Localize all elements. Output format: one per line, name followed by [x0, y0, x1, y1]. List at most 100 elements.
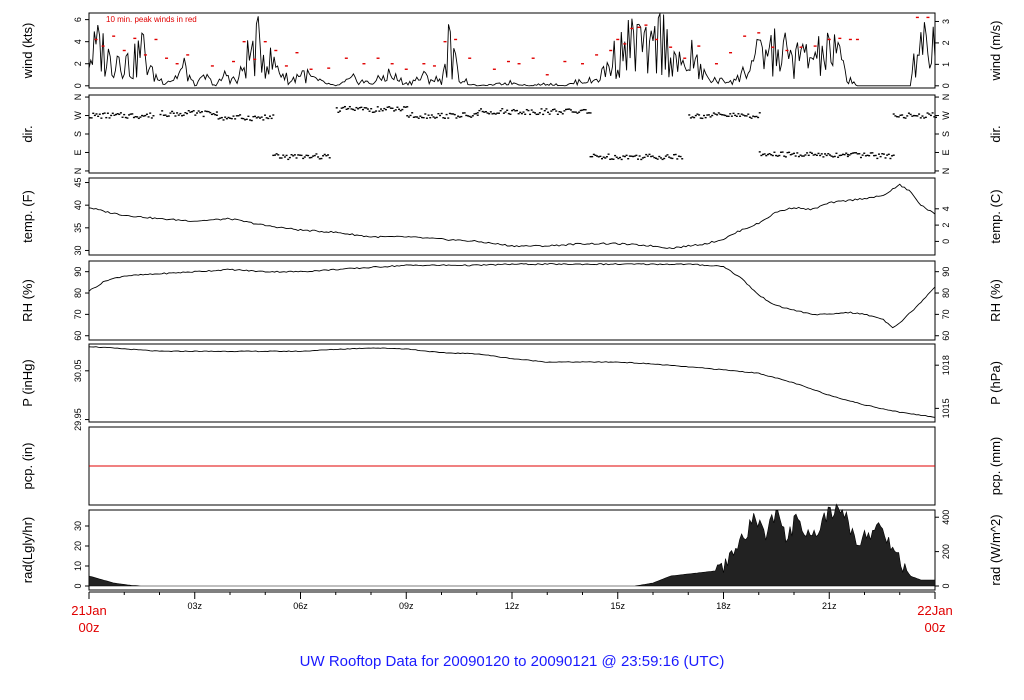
direction-point	[448, 112, 451, 115]
direction-point	[215, 111, 218, 113]
direction-point	[871, 152, 874, 154]
direction-point	[802, 155, 805, 157]
direction-point	[757, 116, 760, 119]
direction-point	[507, 112, 510, 115]
direction-point	[453, 113, 456, 116]
direction-point	[327, 154, 330, 156]
direction-segment	[476, 108, 592, 116]
left-tick-label: N	[73, 168, 83, 175]
right-tick-label: 3	[941, 19, 951, 24]
direction-point	[305, 154, 308, 157]
direction-point	[189, 111, 192, 113]
direction-point	[773, 151, 776, 153]
direction-point	[262, 119, 265, 121]
direction-point	[230, 117, 233, 120]
direction-point	[693, 116, 696, 119]
panel-frame	[88, 177, 936, 256]
direction-point	[227, 116, 230, 119]
direction-point	[141, 114, 144, 117]
direction-point	[924, 116, 927, 119]
direction-point	[796, 152, 799, 154]
direction-point	[524, 113, 527, 115]
direction-point	[161, 110, 164, 112]
panel-radiation: 0 10 20 30 0 200 400 rad(Lgly/hr) rad (W/m^2)	[20, 503, 1003, 591]
direction-point	[569, 109, 572, 111]
direction-point	[848, 154, 851, 156]
direction-point	[824, 153, 827, 155]
direction-point	[244, 119, 247, 121]
direction-point	[841, 153, 844, 156]
direction-point	[473, 113, 476, 115]
direction-point	[95, 113, 98, 115]
direction-point	[169, 112, 172, 114]
direction-point	[740, 113, 743, 115]
direction-point	[891, 155, 894, 157]
direction-point	[786, 151, 789, 154]
direction-point	[342, 106, 345, 109]
direction-point	[350, 108, 353, 110]
direction-point	[515, 109, 518, 112]
left-tick-label: 20	[73, 541, 83, 551]
direction-point	[729, 113, 732, 115]
direction-point	[703, 114, 706, 117]
direction-point	[868, 155, 871, 157]
direction-point	[850, 153, 853, 155]
direction-point	[128, 114, 131, 116]
direction-point	[594, 154, 597, 157]
direction-point	[622, 155, 625, 157]
direction-point	[457, 115, 460, 117]
direction-point	[486, 112, 489, 114]
direction-point	[247, 115, 250, 118]
direction-point	[825, 154, 828, 157]
direction-point	[119, 112, 122, 114]
x-tick-label: 15z	[610, 601, 625, 611]
direction-point	[222, 119, 225, 121]
direction-point	[688, 114, 691, 116]
direction-point	[195, 112, 198, 114]
direction-point	[579, 109, 582, 112]
direction-point	[93, 114, 96, 117]
direction-point	[386, 106, 389, 108]
direction-point	[771, 154, 774, 157]
direction-point	[383, 107, 386, 110]
direction-point	[576, 112, 579, 114]
direction-point	[550, 110, 553, 112]
direction-point	[502, 112, 505, 114]
right-tick-label: 200	[941, 544, 951, 559]
direction-point	[489, 111, 492, 113]
direction-point	[250, 119, 253, 122]
direction-point	[669, 157, 672, 159]
direction-segment	[335, 105, 409, 114]
direction-point	[167, 115, 170, 117]
direction-point	[584, 109, 587, 111]
direction-point	[229, 117, 232, 119]
direction-point	[563, 110, 566, 112]
chart-title: UW Rooftop Data for 20090120 to 20090121…	[300, 653, 725, 670]
direction-point	[412, 116, 415, 118]
left-tick-label: 90	[73, 267, 83, 277]
direction-point	[566, 108, 569, 110]
direction-point	[673, 154, 676, 156]
direction-point	[162, 114, 165, 116]
left-tick-label: 10	[73, 561, 83, 571]
direction-point	[293, 154, 296, 156]
direction-point	[373, 111, 376, 113]
direction-point	[182, 114, 185, 116]
direction-point	[894, 115, 897, 117]
x-end-date: 22Jan	[917, 603, 952, 618]
direction-point	[225, 118, 228, 120]
direction-point	[884, 157, 887, 159]
temp-line	[88, 183, 936, 249]
direction-segment	[589, 153, 684, 161]
direction-point	[100, 117, 103, 119]
direction-point	[573, 111, 576, 113]
y-axis-label: pcp. (in)	[20, 443, 35, 490]
direction-point	[421, 116, 424, 119]
direction-point	[220, 116, 223, 119]
y-axis-label-right: wind (m/s)	[988, 21, 1003, 82]
direction-point	[620, 158, 623, 161]
direction-point	[265, 117, 268, 119]
direction-point	[335, 107, 338, 109]
direction-point	[439, 114, 442, 117]
